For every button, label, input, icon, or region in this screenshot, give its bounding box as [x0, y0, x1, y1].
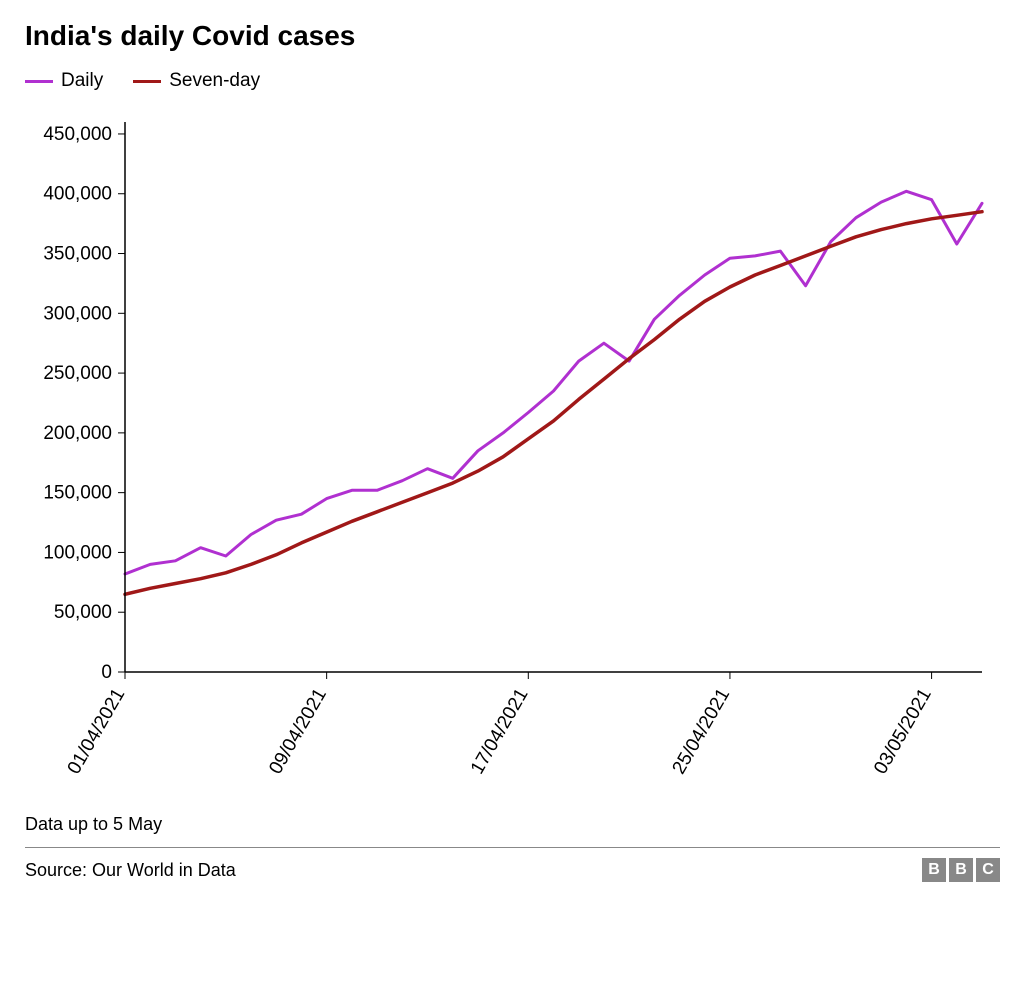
- legend-item-sevenday: Seven-day: [133, 70, 260, 92]
- svg-text:300,000: 300,000: [43, 303, 112, 324]
- footnote: Data up to 5 May: [25, 814, 1000, 848]
- bbc-c: C: [976, 858, 1000, 882]
- bbc-b1: B: [922, 858, 946, 882]
- plot-area: 0 50,000 100,000 150,000 200,000 250,000 300,0…: [25, 102, 1000, 802]
- legend-item-daily: Daily: [25, 70, 103, 92]
- svg-text:450,000: 450,000: [43, 124, 112, 145]
- svg-text:400,000: 400,000: [43, 184, 112, 205]
- bbc-logo: B B C: [922, 858, 1000, 882]
- svg-text:0: 0: [101, 662, 112, 683]
- svg-text:200,000: 200,000: [43, 423, 112, 444]
- svg-text:17/04/2021: 17/04/2021: [467, 685, 533, 778]
- svg-text:50,000: 50,000: [54, 602, 112, 623]
- svg-text:350,000: 350,000: [43, 244, 112, 265]
- legend-swatch-sevenday: [133, 80, 161, 83]
- chart-title: India's daily Covid cases: [25, 20, 1000, 52]
- svg-text:09/04/2021: 09/04/2021: [265, 685, 331, 778]
- chart-container: India's daily Covid cases Daily Seven-da…: [25, 20, 1000, 882]
- legend-label-sevenday: Seven-day: [169, 70, 260, 92]
- svg-text:100,000: 100,000: [43, 542, 112, 563]
- legend-label-daily: Daily: [61, 70, 103, 92]
- chart-svg: 0 50,000 100,000 150,000 200,000 250,000 300,0…: [25, 102, 1000, 802]
- svg-text:01/04/2021: 01/04/2021: [64, 685, 130, 778]
- legend: Daily Seven-day: [25, 70, 1000, 92]
- legend-swatch-daily: [25, 80, 53, 83]
- svg-text:03/05/2021: 03/05/2021: [870, 685, 936, 778]
- svg-text:250,000: 250,000: [43, 363, 112, 384]
- source-label: Source: Our World in Data: [25, 860, 236, 881]
- svg-text:150,000: 150,000: [43, 483, 112, 504]
- svg-text:25/04/2021: 25/04/2021: [669, 685, 735, 778]
- footer: Data up to 5 May Source: Our World in Da…: [25, 814, 1000, 882]
- source-row: Source: Our World in Data B B C: [25, 858, 1000, 882]
- bbc-b2: B: [949, 858, 973, 882]
